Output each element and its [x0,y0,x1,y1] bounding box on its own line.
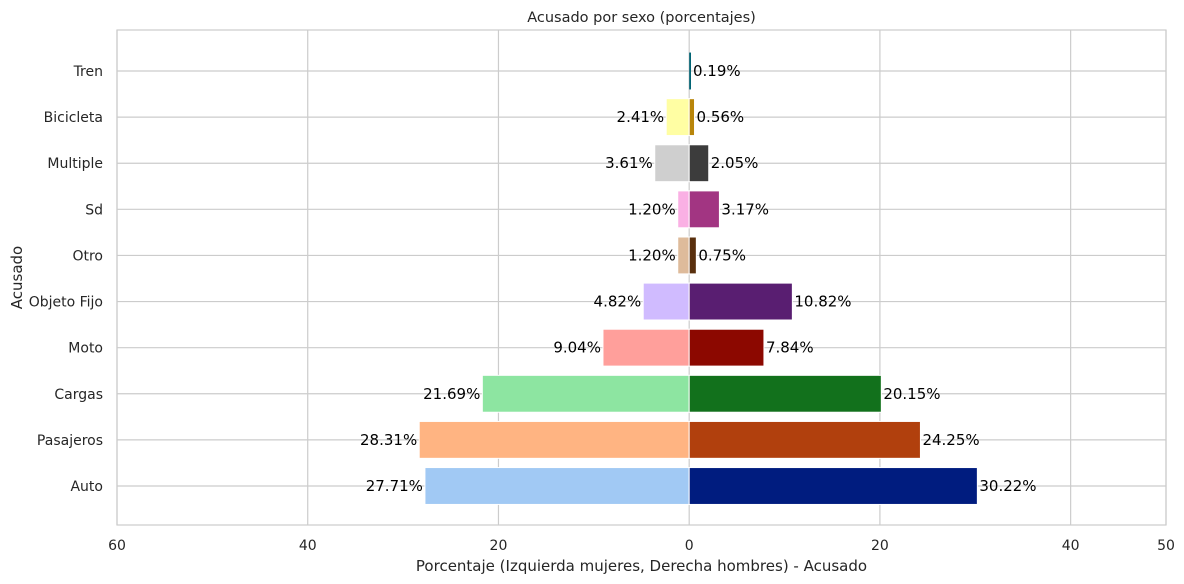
bar-left-bicicleta [665,98,690,137]
bars [418,52,978,505]
data-label-right: 7.84% [766,339,814,357]
bar-right-cargas [688,374,882,413]
data-label-left: 21.69% [423,385,480,403]
bar-left-sd [677,190,690,229]
bar-right-moto [688,328,765,367]
bar-right-otro [688,236,697,275]
y-tick-label: Bicicleta [44,110,103,126]
grid [116,30,1167,525]
data-labels: 27.71% 28.31% 21.69% 9.04% 4.82% 1.20% 1.20% 3.… [360,62,1037,495]
y-tick-label: Cargas [54,387,103,403]
plot-frame [116,29,1167,526]
bar-right-objeto-fijo [688,282,793,321]
bar-right-auto [688,467,978,505]
data-label-right: 10.82% [794,293,851,311]
y-axis-title: Acusado [8,246,26,309]
data-label-right: 24.25% [922,431,979,449]
y-tick-label: Otro [72,248,103,264]
x-tick-label: 20 [871,538,889,554]
bar-left-pasajeros [418,420,690,459]
bar-right-bicicleta [688,98,696,137]
y-tick-label: Multiple [47,156,103,172]
x-tick-label: 50 [1157,538,1175,554]
y-tick-label: Moto [68,341,103,357]
data-label-left: 3.61% [605,154,653,172]
x-tick-label: 40 [1062,538,1080,554]
bar-left-moto [602,328,690,367]
y-tick-label: Sd [85,202,103,218]
bar-left-multiple [654,144,690,183]
data-label-left: 4.82% [594,293,642,311]
y-tick-label: Objeto Fijo [29,295,103,311]
bar-left-otro [677,236,690,275]
data-label-right: 0.75% [698,246,746,264]
bar-left-cargas [481,374,690,413]
y-axis-ticks: Auto Pasajeros Cargas Moto Objeto Fijo Otro Sd… [29,64,103,495]
bar-right-tren [689,52,691,90]
bar-right-multiple [688,144,710,183]
data-label-left: 2.41% [617,108,665,126]
data-label-right: 2.05% [711,154,759,172]
data-label-right: 30.22% [979,477,1036,495]
bar-right-sd [688,190,720,229]
x-tick-label: 20 [490,538,508,554]
bar-left-objeto-fijo [642,282,690,321]
data-label-left: 28.31% [360,431,417,449]
data-label-left: 9.04% [553,339,601,357]
x-tick-label: 40 [299,538,317,554]
bar-left-auto [424,467,690,505]
x-axis-ticks: 60 40 20 0 20 40 50 [108,538,1175,554]
data-label-left: 1.20% [628,246,676,264]
bar-right-pasajeros [688,420,921,459]
data-label-left: 1.20% [628,200,676,218]
data-label-left: 27.71% [366,477,423,495]
data-label-right: 0.56% [697,108,745,126]
x-axis-title: Porcentaje (Izquierda mujeres, Derecha h… [416,557,867,575]
data-label-right: 3.17% [721,200,769,218]
data-label-right: 20.15% [883,385,940,403]
x-tick-label: 60 [108,538,126,554]
y-tick-label: Auto [70,479,103,495]
chart-title: Acusado por sexo (porcentajes) [527,10,756,26]
y-tick-label: Tren [73,64,103,80]
data-label-right: 0.19% [693,62,741,80]
x-tick-label: 0 [685,538,694,554]
y-tick-label: Pasajeros [37,433,103,449]
